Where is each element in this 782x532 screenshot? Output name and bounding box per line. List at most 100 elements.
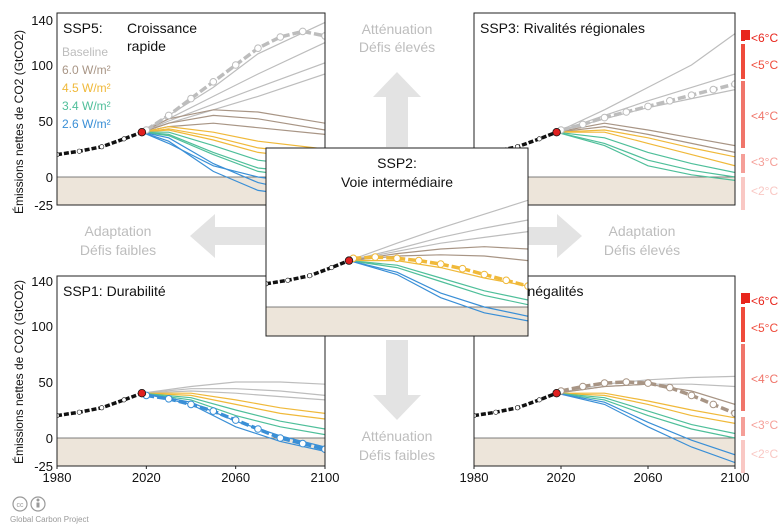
- temperature-band: [741, 30, 745, 41]
- temperature-band: [741, 44, 745, 79]
- temperature-band-tick: [745, 293, 750, 303]
- historical-point: [99, 405, 105, 411]
- negative-emissions-zone: [474, 438, 735, 466]
- historical-point: [493, 409, 499, 415]
- marker-point: [687, 91, 696, 99]
- year-2018-marker: [137, 127, 147, 137]
- x-tick-label: 1980: [43, 470, 72, 485]
- arrow-up-line1: Atténuation: [362, 21, 433, 37]
- historical-point: [514, 405, 520, 411]
- scenario-line-w45: [556, 131, 735, 167]
- historical-point: [266, 281, 269, 287]
- arrow-right: [527, 214, 582, 258]
- scenario-line-w45: [556, 129, 735, 158]
- panel-title: SSP2:: [377, 155, 417, 171]
- scenario-line-baseline: [141, 381, 325, 394]
- marker-point: [209, 407, 218, 415]
- panel-title: SSP3: Rivalités régionales: [480, 20, 645, 36]
- scenario-line-w34: [348, 260, 528, 306]
- historical-point: [328, 265, 334, 271]
- marker-point: [231, 61, 240, 69]
- scenario-line-w26: [348, 260, 528, 322]
- temperature-band: [741, 417, 745, 436]
- scenario-lines: [266, 199, 528, 322]
- temperature-band: [741, 307, 745, 342]
- arrow-left-line2: Défis faibles: [80, 242, 156, 258]
- year-2018-marker: [552, 127, 561, 137]
- marker-point: [436, 260, 445, 268]
- marker-point: [298, 27, 307, 36]
- temperature-label: <6°C: [751, 294, 778, 308]
- marker-point: [393, 254, 401, 263]
- historical-point: [307, 273, 313, 279]
- marker-point: [579, 382, 587, 391]
- temperature-band-tick: [745, 30, 750, 40]
- marker-point: [276, 33, 285, 41]
- temperature-label: <2°C: [751, 184, 778, 198]
- marker-point: [298, 439, 307, 448]
- y-tick-label: -25: [34, 198, 53, 213]
- marker-scenario-line: [560, 380, 735, 416]
- scenario-line-w26: [348, 260, 528, 317]
- y-tick-label: 140: [31, 13, 53, 28]
- historical-point: [99, 144, 105, 150]
- marker-point: [622, 378, 631, 386]
- arrow-down-line1: Atténuation: [362, 428, 433, 444]
- year-2018-marker: [344, 256, 354, 265]
- y-tick-label: 0: [46, 170, 53, 185]
- marker-point: [480, 270, 489, 279]
- temperature-label: <6°C: [751, 31, 778, 45]
- cc-logo-text: cc: [17, 502, 25, 509]
- marker-point: [600, 379, 609, 387]
- panel-frame: [56, 12, 326, 206]
- arrow-up-line2: Défis élevés: [359, 39, 435, 55]
- marker-point: [187, 94, 195, 103]
- marker-point: [709, 85, 718, 94]
- negative-emissions-zone: [266, 307, 528, 336]
- marker-point: [164, 395, 173, 403]
- year-2018-marker: [137, 389, 147, 398]
- x-tick-label: 2060: [221, 470, 250, 485]
- y-tick-label: -25: [34, 459, 53, 474]
- credit-text: Global Carbon Project: [10, 515, 89, 524]
- marker-point: [458, 264, 467, 273]
- marker-point: [644, 379, 652, 387]
- historical-point: [76, 148, 82, 154]
- marker-point: [666, 383, 674, 392]
- legend-entry: 6.0 W/m²: [62, 63, 111, 77]
- scenario-line-baseline: [348, 199, 528, 262]
- scenario-line-w60: [556, 125, 735, 153]
- scenario-line-w34: [556, 392, 735, 439]
- scenario-line-baseline: [348, 219, 528, 262]
- y-tick-label: 50: [39, 375, 53, 390]
- scenario-line-w34: [556, 131, 735, 178]
- temperature-label: <3°C: [751, 418, 778, 432]
- scenario-line-w34: [141, 392, 325, 430]
- temperature-band: [741, 344, 745, 411]
- historical-point: [57, 413, 60, 419]
- scenario-line-w26: [556, 392, 735, 456]
- panel-title: SSP5:: [63, 20, 103, 36]
- scenario-line-baseline: [141, 388, 325, 396]
- marker-point: [666, 97, 674, 105]
- marker-point: [321, 445, 325, 453]
- temperature-band: [741, 81, 745, 148]
- scenario-line-baseline: [141, 62, 325, 133]
- historical-point: [474, 413, 477, 419]
- scenario-line-w34: [556, 131, 735, 181]
- x-tick-label: 2100: [721, 470, 750, 485]
- temperature-label: <3°C: [751, 155, 778, 169]
- scenario-line-w60: [556, 122, 735, 147]
- marker-point: [731, 409, 735, 418]
- historical-point: [57, 152, 60, 158]
- marker-point: [276, 434, 285, 442]
- temperature-label: <2°C: [751, 447, 778, 461]
- scenario-line-w34: [556, 392, 735, 435]
- temperature-band: [741, 440, 745, 473]
- historical-point: [121, 136, 127, 142]
- y-axis-title-bottom: Émissions nettes de CO2 (GtCO2): [11, 280, 26, 464]
- year-2018-marker: [552, 389, 561, 398]
- y-tick-label: 140: [31, 274, 53, 289]
